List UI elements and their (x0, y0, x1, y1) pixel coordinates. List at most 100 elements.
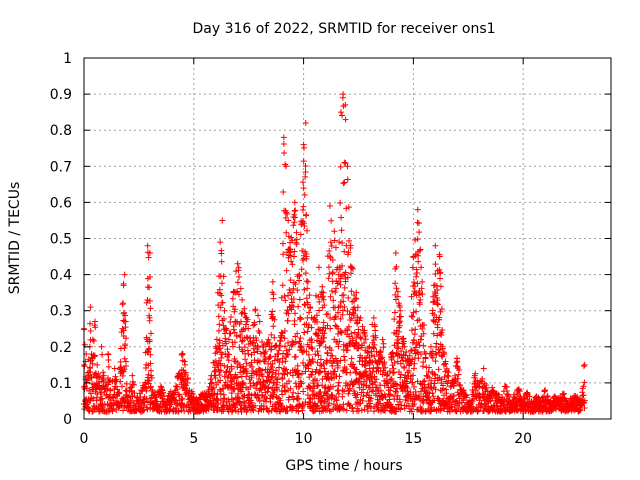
data-point (360, 386, 367, 393)
data-point (420, 397, 427, 404)
x-axis-label: GPS time / hours (285, 458, 402, 474)
data-point (432, 372, 439, 379)
data-point (296, 338, 303, 345)
data-point (100, 404, 107, 411)
data-point (434, 301, 441, 308)
data-point (290, 295, 297, 302)
data-point (105, 351, 112, 358)
data-point (314, 331, 321, 338)
data-point (259, 367, 266, 374)
data-point (307, 404, 314, 411)
data-point (128, 388, 135, 395)
data-point (129, 372, 136, 379)
data-point (218, 258, 225, 265)
data-point (314, 382, 321, 389)
data-point (396, 398, 403, 405)
data-point (395, 405, 402, 412)
data-point (296, 271, 303, 278)
data-point (369, 368, 376, 375)
data-point (241, 305, 248, 312)
data-point (322, 344, 329, 351)
data-point (397, 406, 404, 413)
data-point (262, 382, 269, 389)
data-point (345, 204, 352, 211)
data-point (219, 299, 226, 306)
data-point (236, 344, 243, 351)
data-point (344, 274, 351, 281)
data-point (218, 292, 225, 299)
y-tick-label: 0.6 (50, 195, 72, 211)
data-point (370, 345, 377, 352)
data-point (379, 336, 386, 343)
data-point (116, 390, 123, 397)
data-point (283, 366, 290, 373)
data-point (305, 309, 312, 316)
data-point (251, 391, 258, 398)
data-point (309, 396, 316, 403)
data-point (297, 334, 304, 341)
data-point (345, 294, 352, 301)
data-point (463, 394, 470, 401)
data-point (408, 327, 415, 334)
data-point (297, 314, 304, 321)
data-point (341, 357, 348, 364)
data-point (343, 205, 350, 212)
data-point (342, 269, 349, 276)
data-point (271, 334, 278, 341)
data-point (250, 322, 257, 329)
data-point (319, 376, 326, 383)
data-point (308, 324, 315, 331)
data-point (146, 273, 153, 280)
data-point (222, 326, 229, 333)
data-point (225, 351, 232, 358)
data-point (285, 387, 292, 394)
data-point (410, 253, 417, 260)
data-point (337, 315, 344, 322)
data-point (229, 408, 236, 415)
data-point (345, 237, 352, 244)
data-point (300, 203, 307, 210)
data-point (361, 369, 368, 376)
data-point (269, 278, 276, 285)
data-point (267, 377, 274, 384)
data-point (330, 297, 337, 304)
data-point (235, 264, 242, 271)
data-point (432, 271, 439, 278)
data-point (316, 307, 323, 314)
data-point (352, 296, 359, 303)
data-point (245, 350, 252, 357)
data-point (145, 346, 152, 353)
data-point (420, 342, 427, 349)
data-point (409, 356, 416, 363)
data-point (391, 359, 398, 366)
data-point (182, 361, 189, 368)
data-point (281, 384, 288, 391)
data-point (143, 385, 150, 392)
data-point (414, 236, 421, 243)
data-point (407, 389, 414, 396)
data-point (409, 264, 416, 271)
data-point (268, 374, 275, 381)
data-point (338, 262, 345, 269)
data-point (253, 368, 260, 375)
data-point (280, 188, 287, 195)
data-point (266, 368, 273, 375)
data-point (432, 290, 439, 297)
data-point (231, 386, 238, 393)
data-point (342, 116, 349, 123)
data-point (341, 159, 348, 166)
data-point (447, 383, 454, 390)
data-point (283, 347, 290, 354)
data-point (227, 319, 234, 326)
grid (84, 58, 611, 419)
data-point (391, 316, 398, 323)
data-point (178, 407, 185, 414)
data-point (250, 407, 257, 414)
data-point (339, 112, 346, 119)
y-tick-label: 0.9 (50, 87, 72, 103)
data-point (371, 341, 378, 348)
data-point (226, 402, 233, 409)
data-point (147, 351, 154, 358)
data-point (332, 322, 339, 329)
data-point (269, 313, 276, 320)
